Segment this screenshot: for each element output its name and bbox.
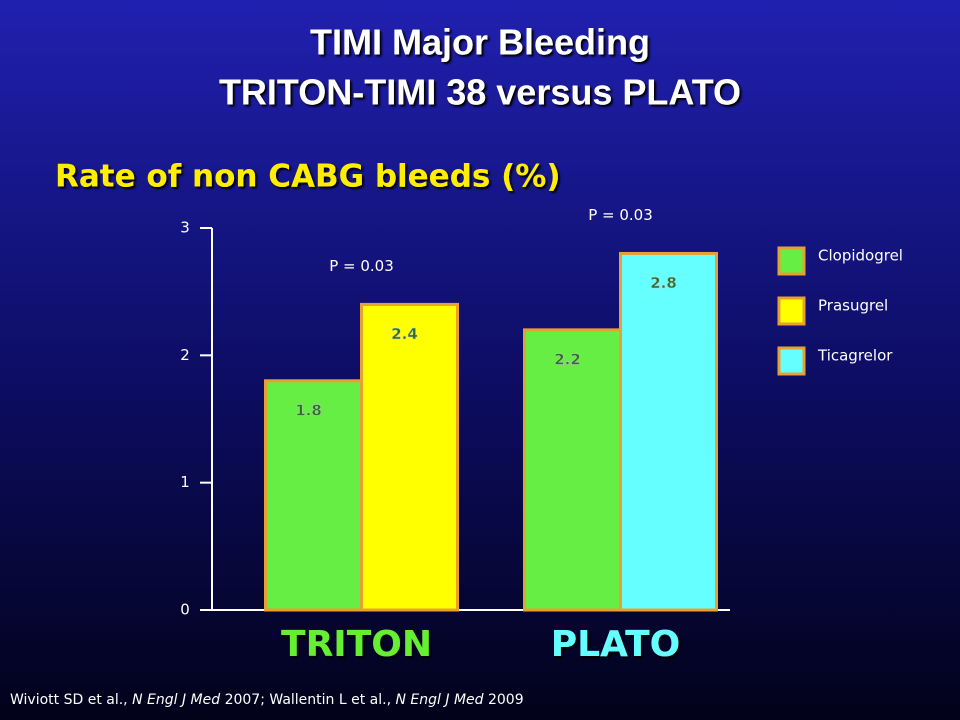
y-tick-label: 3 [180, 219, 190, 237]
legend-swatch [777, 296, 806, 326]
category-label: PLATO [551, 624, 681, 665]
p-value: P = 0.03 [329, 257, 394, 275]
title-line: TRITON-TIMI 38 versus PLATO [219, 72, 741, 113]
legend-swatch [777, 246, 806, 276]
subtitle: Rate of non CABG bleeds (%) [55, 159, 561, 195]
bar [523, 328, 622, 612]
legend-swatch [777, 346, 806, 376]
value-label: 1.8 [295, 401, 322, 419]
y-tick-label: 0 [180, 601, 190, 619]
bar [360, 302, 459, 612]
p-value: P = 0.03 [588, 206, 653, 224]
y-tick-label: 1 [180, 473, 190, 491]
footnote-part: Wiviott SD et al., [10, 692, 132, 708]
footnote-part: 2009 [484, 692, 524, 708]
bar [619, 251, 718, 612]
legend-label: Clopidogrel [818, 247, 903, 265]
footnote-part: 2007; Wallentin L et al., [220, 692, 395, 708]
legend-label: Prasugrel [818, 297, 888, 315]
value-label: 2.2 [554, 350, 581, 368]
value-label: 2.4 [391, 325, 418, 343]
value-label: 2.8 [650, 274, 677, 292]
footnote-part: N Engl J Med [396, 692, 484, 708]
category-label: TRITON [281, 624, 432, 665]
footnote: Wiviott SD et al., N Engl J Med 2007; Wa… [10, 692, 524, 708]
footnote-part: N Engl J Med [132, 692, 220, 708]
y-tick-label: 2 [180, 346, 190, 364]
title-line: TIMI Major Bleeding [310, 22, 650, 63]
legend-label: Ticagrelor [817, 347, 893, 365]
